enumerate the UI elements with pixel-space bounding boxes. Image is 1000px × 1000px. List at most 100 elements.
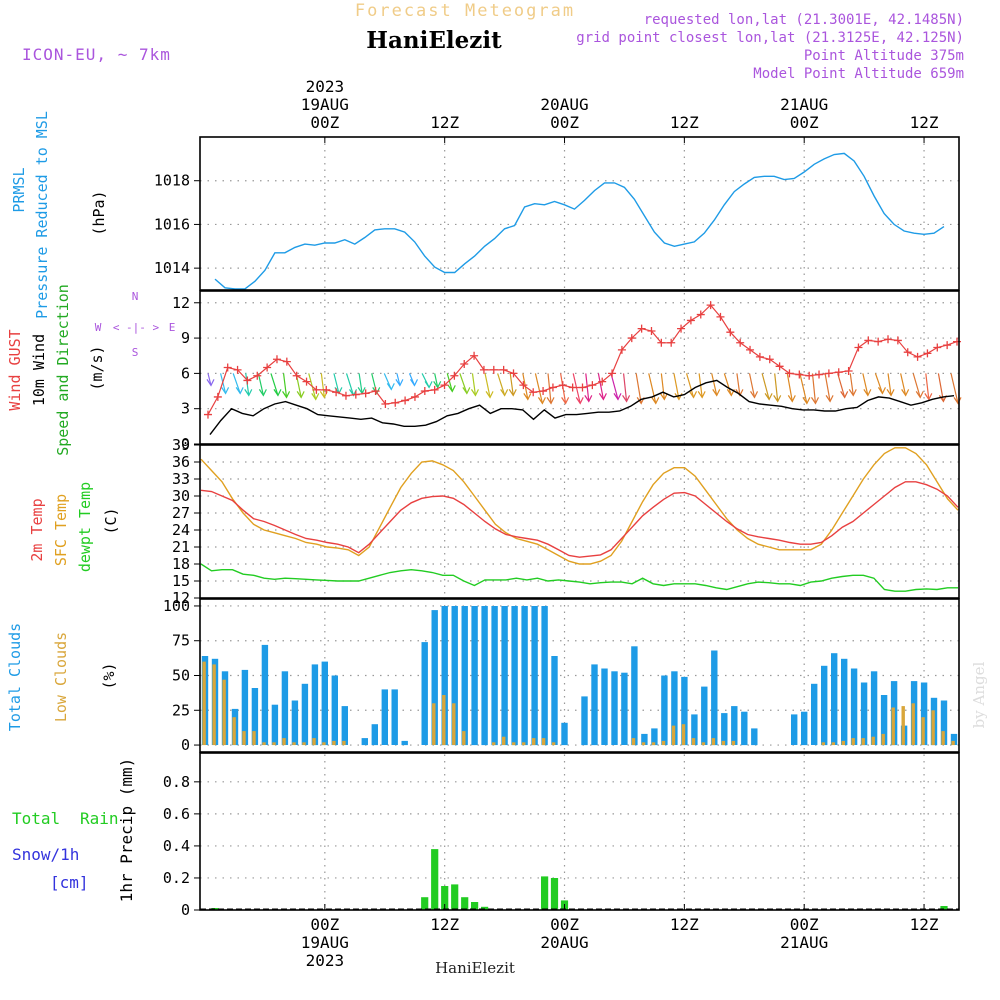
low-cloud-bar bbox=[202, 661, 206, 746]
low-cloud-bar bbox=[691, 738, 696, 746]
low-cloud-bar bbox=[252, 731, 256, 745]
gust-marker bbox=[637, 324, 646, 333]
total-cloud-bar bbox=[251, 688, 259, 745]
wind-speed-line bbox=[209, 379, 955, 436]
gust-marker bbox=[933, 343, 942, 352]
wind-direction-arrow bbox=[659, 373, 668, 401]
wind-direction-arrow bbox=[824, 373, 834, 403]
year-label-bottom: 2023 bbox=[306, 951, 345, 970]
date-label-top: 19AUG bbox=[301, 95, 349, 114]
wind-direction-arrow bbox=[282, 373, 291, 399]
precip-ytick-label: 0.4 bbox=[163, 837, 190, 855]
gust-marker bbox=[460, 359, 469, 368]
gust-marker bbox=[410, 392, 419, 401]
compass-north: N bbox=[132, 290, 139, 303]
low-cloud-bar bbox=[442, 695, 446, 746]
low-cloud-bar bbox=[532, 738, 536, 746]
wind-ytick-label: 12 bbox=[172, 294, 190, 312]
gust-marker bbox=[746, 345, 755, 354]
wind-direction-arrow bbox=[446, 373, 456, 393]
gust-marker bbox=[529, 388, 538, 397]
low-cloud-bar bbox=[831, 742, 835, 746]
total-cloud-bar bbox=[801, 711, 808, 746]
gust-marker bbox=[617, 345, 626, 354]
time-label-top: 12Z bbox=[430, 113, 459, 132]
footer-station: HaniElezit bbox=[435, 959, 515, 977]
wind-direction-arrow bbox=[912, 373, 924, 399]
time-label-bottom: 12Z bbox=[910, 915, 939, 934]
wind-direction-arrow bbox=[270, 373, 282, 397]
precip-rain-label: Rain bbox=[80, 809, 119, 828]
wind-direction-arrow bbox=[459, 373, 471, 395]
gust-marker bbox=[736, 338, 745, 347]
precip-bar bbox=[441, 886, 449, 910]
gust-marker bbox=[341, 391, 350, 400]
low-cloud-bar bbox=[522, 742, 526, 746]
total-cloud-bar bbox=[401, 740, 408, 746]
faded-title: Forecast Meteogram bbox=[355, 1, 575, 21]
pressure-ytick-label: 1018 bbox=[154, 172, 190, 190]
total-cloud-bar bbox=[791, 714, 798, 745]
low-cloud-bar bbox=[871, 736, 875, 745]
gust-marker bbox=[775, 362, 784, 371]
gust-marker bbox=[834, 368, 843, 377]
low-cloud-bar bbox=[342, 740, 346, 746]
low-cloud-bar bbox=[541, 738, 546, 746]
low-cloud-bar bbox=[951, 740, 955, 746]
total-cloud-bar bbox=[391, 689, 398, 745]
total-cloud-bar bbox=[531, 606, 538, 746]
wind-direction-arrow bbox=[584, 373, 593, 403]
grid-point-coords: grid point closest lon,lat (21.3125E, 42… bbox=[576, 30, 964, 46]
total-cloud-bar bbox=[541, 606, 548, 746]
gust-marker bbox=[450, 371, 459, 380]
wind-direction-arrow bbox=[950, 373, 962, 405]
wind-direction-arrow bbox=[648, 373, 660, 405]
low-cloud-bar bbox=[721, 740, 726, 746]
temperature-ytick-label: 12 bbox=[172, 589, 190, 607]
total-cloud-bar bbox=[860, 682, 868, 746]
low-cloud-bar bbox=[921, 717, 925, 745]
wind-direction-arrow bbox=[799, 373, 811, 405]
low-clouds-label: Low Clouds bbox=[52, 632, 70, 722]
wind-direction-arrow bbox=[810, 373, 820, 405]
pressure-unit: (hPa) bbox=[90, 190, 108, 235]
low-cloud-bar bbox=[701, 742, 706, 746]
gust-marker bbox=[568, 383, 577, 392]
gust-marker bbox=[440, 381, 449, 390]
precip-bar bbox=[431, 849, 439, 910]
clouds-ytick-label: 75 bbox=[172, 632, 190, 650]
time-label-bottom: 00Z bbox=[550, 915, 579, 934]
model-altitude: Model Point Altitude 659m bbox=[753, 66, 964, 82]
sfc-temp-line bbox=[200, 447, 959, 565]
total-cloud-bar bbox=[811, 683, 818, 745]
temperature-ytick-label: 27 bbox=[172, 504, 190, 522]
temperature-ytick-label: 21 bbox=[172, 538, 190, 556]
pressure-panel-frame bbox=[199, 136, 960, 291]
clouds-ytick-label: 25 bbox=[172, 701, 190, 719]
low-cloud-bar bbox=[232, 717, 236, 745]
temp-unit: (C) bbox=[102, 507, 120, 534]
gust-marker bbox=[332, 388, 341, 397]
time-label-bottom: 12Z bbox=[670, 915, 699, 934]
low-cloud-bar bbox=[322, 742, 326, 746]
total-cloud-bar bbox=[731, 706, 738, 745]
gust-marker bbox=[539, 387, 548, 396]
total-cloud-bar bbox=[421, 642, 428, 745]
year-label-top: 2023 bbox=[306, 77, 345, 96]
gust-marker bbox=[627, 334, 636, 343]
wind-direction-arrow bbox=[408, 373, 419, 387]
low-cloud-bar bbox=[272, 742, 276, 746]
gust-marker bbox=[213, 392, 222, 401]
pressure-ytick-label: 1016 bbox=[154, 215, 190, 233]
time-label-top: 12Z bbox=[670, 113, 699, 132]
wind-direction-arrow bbox=[773, 373, 782, 403]
gust-marker bbox=[696, 310, 705, 319]
total-cloud-bar bbox=[311, 664, 319, 746]
precip-bar bbox=[461, 897, 469, 910]
gust-marker bbox=[903, 348, 912, 357]
gust-marker bbox=[233, 365, 242, 374]
temp-dewpt-label: dewpt Temp bbox=[76, 482, 94, 572]
gust-marker bbox=[598, 377, 607, 386]
wind-direction-arrow bbox=[484, 373, 494, 399]
precip-ytick-label: 0.2 bbox=[163, 869, 190, 887]
